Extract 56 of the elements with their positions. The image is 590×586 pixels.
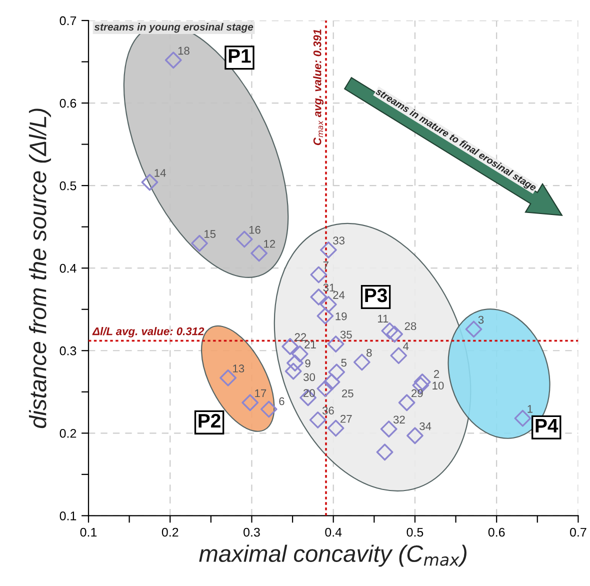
annotation: 7 xyxy=(323,262,328,270)
annotation: 25 xyxy=(342,390,354,398)
x-tick-label: 0.2 xyxy=(162,528,178,537)
annotation: 35 xyxy=(340,330,352,339)
y-tick-label: 0.7 xyxy=(60,16,76,26)
annotation: 28 xyxy=(404,322,416,330)
annotation: 18 xyxy=(178,46,190,55)
annotation: 3 xyxy=(478,316,484,324)
y-tick-label: 0.3 xyxy=(60,346,76,356)
annotation: 19 xyxy=(336,312,347,320)
annotation: 13 xyxy=(233,364,244,372)
y-axis-title: distance from the source (Δl/L) xyxy=(28,108,51,428)
annotation: 17 xyxy=(255,389,266,398)
annotation: 16 xyxy=(249,226,260,234)
annotation: 22 xyxy=(294,333,306,341)
annotation: 10 xyxy=(432,382,444,390)
x-tick-label: 0.6 xyxy=(488,528,505,537)
annotation: P2 xyxy=(198,414,220,428)
annotation: streams in young erosinal stage xyxy=(94,22,254,33)
annotation: 34 xyxy=(420,422,432,430)
annotation: P4 xyxy=(536,419,558,432)
annotation: 36 xyxy=(322,406,334,414)
annotation: 11 xyxy=(378,314,388,322)
annotation: 24 xyxy=(333,291,345,299)
annotation: 2 xyxy=(434,370,440,378)
y-tick-label: 0.2 xyxy=(60,428,76,438)
annotation: 5 xyxy=(341,358,346,367)
annotation: 15 xyxy=(204,230,216,238)
annotation: 9 xyxy=(305,359,310,368)
annotation: 30 xyxy=(304,373,316,382)
x-tick-label: 0.7 xyxy=(570,528,586,537)
y-tick-label: 0.1 xyxy=(60,511,76,520)
annotation: P3 xyxy=(365,288,387,302)
annotation: 27 xyxy=(340,414,352,423)
x-tick-label: 0.5 xyxy=(406,528,424,537)
annotation: 32 xyxy=(393,416,405,424)
annotation: 4 xyxy=(403,342,409,350)
y-tick-label: 0.4 xyxy=(60,264,76,273)
x-tick-label: 0.1 xyxy=(80,528,97,537)
annotation: 8 xyxy=(366,348,372,357)
annotation: 31 xyxy=(323,284,335,292)
y-tick-label: 0.6 xyxy=(60,98,76,108)
x-tick-label: 0.4 xyxy=(325,528,342,537)
annotation: P1 xyxy=(228,49,251,63)
ref-line-label: C$_{max}$ avg. value: 0.391 xyxy=(313,29,324,146)
ref-line-label: Δl/L avg. value: 0.312 xyxy=(92,327,204,338)
annotation: 14 xyxy=(154,169,166,177)
annotation: 21 xyxy=(304,340,316,348)
y-tick-label: 0.5 xyxy=(60,181,76,190)
annotation: 6 xyxy=(279,397,284,406)
x-axis-title: maximal concavity (C$_{max}$) xyxy=(199,544,466,567)
x-tick-label: 0.3 xyxy=(244,528,260,537)
annotation: 29 xyxy=(412,389,423,398)
annotation: 33 xyxy=(333,236,344,244)
annotation: 1 xyxy=(528,405,533,413)
annotation: 12 xyxy=(264,240,276,248)
